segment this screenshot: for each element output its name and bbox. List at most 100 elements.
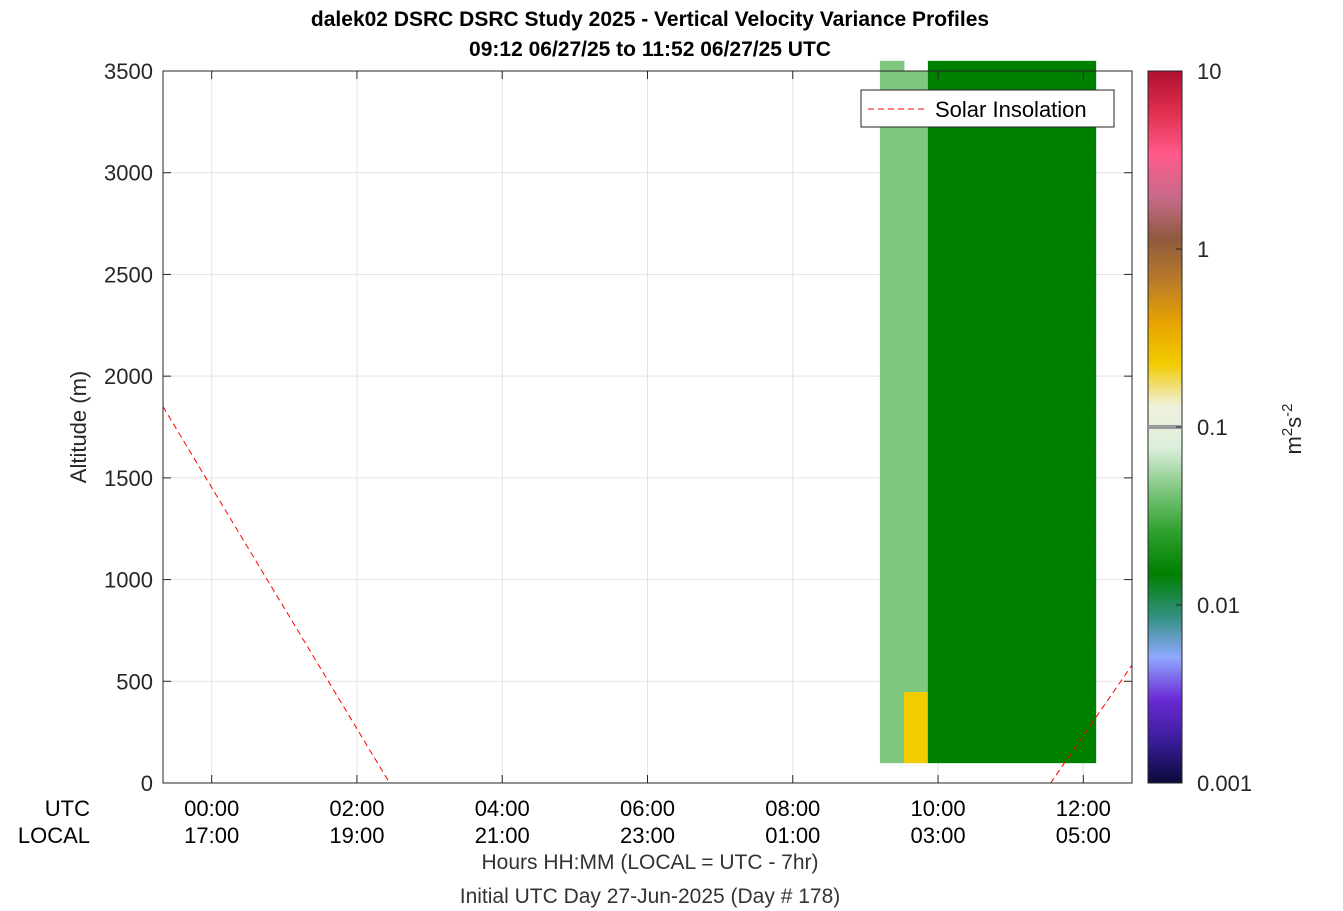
heatmap-cell bbox=[879, 172, 905, 184]
heatmap-cell bbox=[903, 223, 929, 235]
colorbar-ticks: 10 1 0.1 0.01 0.001 bbox=[1176, 59, 1252, 796]
heatmap-cell bbox=[1023, 721, 1049, 733]
x-tick-label-local: 21:00 bbox=[475, 823, 530, 848]
heatmap-cell bbox=[951, 599, 977, 611]
heatmap-cell bbox=[1047, 457, 1073, 469]
heatmap-cell bbox=[1071, 579, 1097, 591]
heatmap-cell bbox=[1047, 518, 1073, 530]
heatmap-cell bbox=[975, 254, 1001, 265]
heatmap-cell bbox=[1071, 691, 1097, 703]
heatmap-cell bbox=[927, 610, 953, 621]
heatmap-cell bbox=[1023, 233, 1049, 245]
heatmap-cell bbox=[1047, 569, 1073, 581]
heatmap-cell bbox=[951, 335, 977, 347]
heatmap-cell bbox=[951, 752, 977, 764]
heatmap-cell bbox=[1071, 274, 1097, 286]
heatmap-cell bbox=[1023, 71, 1049, 82]
heatmap-cell bbox=[903, 488, 929, 499]
x-tick-label-utc: 02:00 bbox=[329, 796, 384, 821]
heatmap-cell bbox=[999, 182, 1025, 194]
heatmap-cell bbox=[903, 518, 929, 530]
heatmap-cell bbox=[903, 671, 929, 682]
heatmap-cell bbox=[927, 345, 953, 357]
heatmap-cell bbox=[975, 132, 1001, 143]
heatmap-cell bbox=[879, 528, 905, 540]
heatmap-cell bbox=[951, 294, 977, 306]
heatmap-cell bbox=[1047, 172, 1073, 184]
heatmap-cell bbox=[903, 579, 929, 591]
heatmap-cell bbox=[1047, 549, 1073, 560]
heatmap-cell bbox=[1071, 233, 1097, 245]
heatmap-cell bbox=[903, 406, 929, 418]
heatmap-cell bbox=[879, 396, 905, 408]
heatmap-cell bbox=[903, 650, 929, 662]
heatmap-cell bbox=[1071, 152, 1097, 164]
heatmap-cell bbox=[1023, 691, 1049, 703]
heatmap-cell bbox=[927, 488, 953, 499]
heatmap-cell bbox=[951, 508, 977, 520]
heatmap-cell bbox=[951, 365, 977, 377]
heatmap-cell bbox=[879, 60, 905, 72]
heatmap-cell bbox=[927, 233, 953, 245]
heatmap-cell bbox=[999, 528, 1025, 540]
heatmap-cell bbox=[951, 437, 977, 448]
y-axis-label: Altitude (m) bbox=[66, 371, 91, 483]
heatmap-cell bbox=[999, 193, 1025, 204]
heatmap-cell bbox=[999, 71, 1025, 82]
heatmap-cell bbox=[975, 538, 1001, 550]
heatmap-cell bbox=[975, 488, 1001, 499]
heatmap-cell bbox=[879, 355, 905, 367]
heatmap-cell bbox=[903, 233, 929, 245]
heatmap-cell bbox=[951, 315, 977, 326]
heatmap-cell bbox=[903, 437, 929, 448]
heatmap-cell bbox=[999, 752, 1025, 764]
heatmap-cell bbox=[999, 437, 1025, 448]
heatmap-cell bbox=[879, 386, 905, 397]
heatmap-cell bbox=[903, 732, 929, 743]
heatmap-cell bbox=[1047, 233, 1073, 245]
heatmap-cell bbox=[1047, 681, 1073, 692]
heatmap-cell bbox=[879, 742, 905, 753]
heatmap-cell bbox=[1047, 81, 1073, 92]
heatmap-cell bbox=[1047, 182, 1073, 194]
heatmap-cell bbox=[975, 193, 1001, 204]
heatmap-cell bbox=[927, 498, 953, 509]
heatmap-cell bbox=[1047, 610, 1073, 621]
heatmap-cell bbox=[1023, 498, 1049, 509]
heatmap-cell bbox=[975, 396, 1001, 408]
heatmap-cell bbox=[1023, 376, 1049, 387]
heatmap-cell bbox=[1071, 610, 1097, 621]
heatmap-cell bbox=[927, 294, 953, 306]
heatmap-cell bbox=[1047, 396, 1073, 408]
heatmap-cell bbox=[879, 630, 905, 642]
heatmap-cell bbox=[1071, 396, 1097, 408]
heatmap-cell bbox=[975, 752, 1001, 764]
heatmap-cell bbox=[1023, 579, 1049, 591]
heatmap-cell bbox=[927, 355, 953, 367]
heatmap-cell bbox=[975, 203, 1001, 214]
heatmap-cell bbox=[1023, 437, 1049, 448]
heatmap-cell bbox=[975, 630, 1001, 642]
heatmap-cell bbox=[1023, 640, 1049, 652]
heatmap-cell bbox=[879, 365, 905, 377]
heatmap-cell bbox=[975, 701, 1001, 713]
heatmap-cell bbox=[879, 599, 905, 611]
heatmap-cell bbox=[999, 213, 1025, 225]
heatmap-cell bbox=[951, 518, 977, 530]
heatmap-cell bbox=[1047, 488, 1073, 499]
heatmap-cell bbox=[999, 671, 1025, 682]
heatmap-cell bbox=[975, 610, 1001, 621]
heatmap-cell bbox=[951, 711, 977, 723]
heatmap-cell bbox=[951, 610, 977, 621]
heatmap-cell bbox=[1047, 660, 1073, 672]
heatmap-cell bbox=[1023, 81, 1049, 92]
heatmap-cell bbox=[1047, 264, 1073, 275]
heatmap-cell bbox=[927, 325, 953, 336]
heatmap-cell bbox=[1023, 610, 1049, 621]
heatmap-cell bbox=[927, 599, 953, 611]
heatmap-cell bbox=[951, 701, 977, 713]
heatmap-cell bbox=[879, 81, 905, 92]
heatmap-cell bbox=[903, 365, 929, 377]
heatmap-cell bbox=[951, 274, 977, 286]
heatmap-cell bbox=[1023, 325, 1049, 336]
